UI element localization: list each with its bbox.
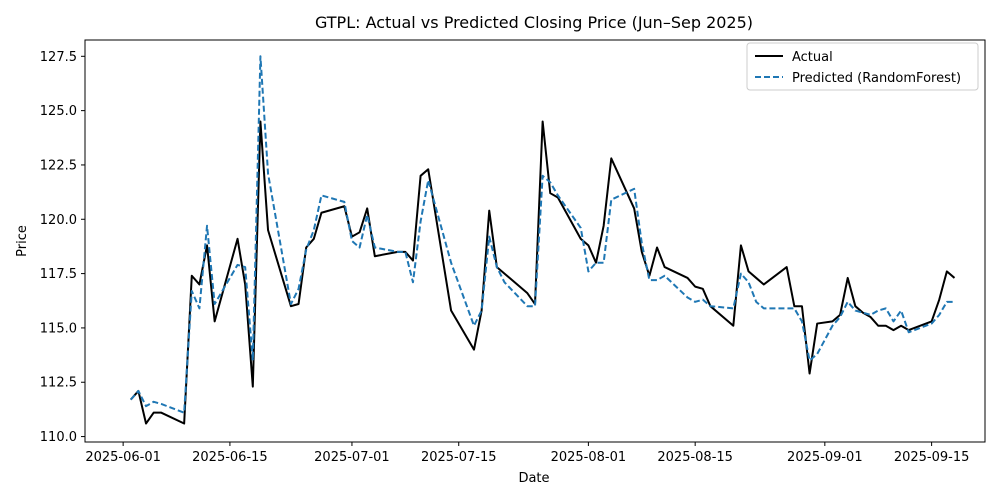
legend: Actual Predicted (RandomForest) [746,42,979,91]
x-tick-label: 2025-07-15 [421,450,497,465]
series-line-predicted [130,55,955,414]
y-tick-label: 125.0 [40,104,77,119]
x-axis: 2025-06-01 2025-06-15 2025-07-01 2025-07-15… [85,442,969,465]
y-axis-title: Price [15,225,30,257]
x-tick-label: 2025-07-01 [314,450,390,465]
y-tick-label: 117.5 [40,267,77,282]
y-tick-label: 127.5 [40,50,77,65]
plot-area [84,39,986,443]
y-tick-label: 120.0 [40,213,77,228]
legend-label-actual: Actual [792,50,833,65]
x-tick-label: 2025-06-01 [85,450,161,465]
y-tick-label: 122.5 [40,158,77,173]
x-tick-label: 2025-08-01 [551,450,627,465]
y-tick-label: 115.0 [40,321,77,336]
series-layer [130,55,956,425]
y-tick-label: 110.0 [40,430,77,445]
y-axis: 110.0 112.5 115.0 117.5 120.0 122.5 125.0 127.5 [40,50,85,445]
x-axis-title: Date [518,471,549,486]
series-line-actual [130,120,956,425]
x-tick-label: 2025-08-15 [657,450,733,465]
legend-frame [746,42,979,91]
x-tick-label: 2025-06-15 [192,450,268,465]
plot-frame [84,39,986,443]
x-tick-label: 2025-09-01 [787,450,863,465]
x-tick-label: 2025-09-15 [894,450,970,465]
chart-title: GTPL: Actual vs Predicted Closing Price … [315,13,753,32]
y-tick-label: 112.5 [40,376,77,391]
legend-label-predicted: Predicted (RandomForest) [792,71,961,86]
